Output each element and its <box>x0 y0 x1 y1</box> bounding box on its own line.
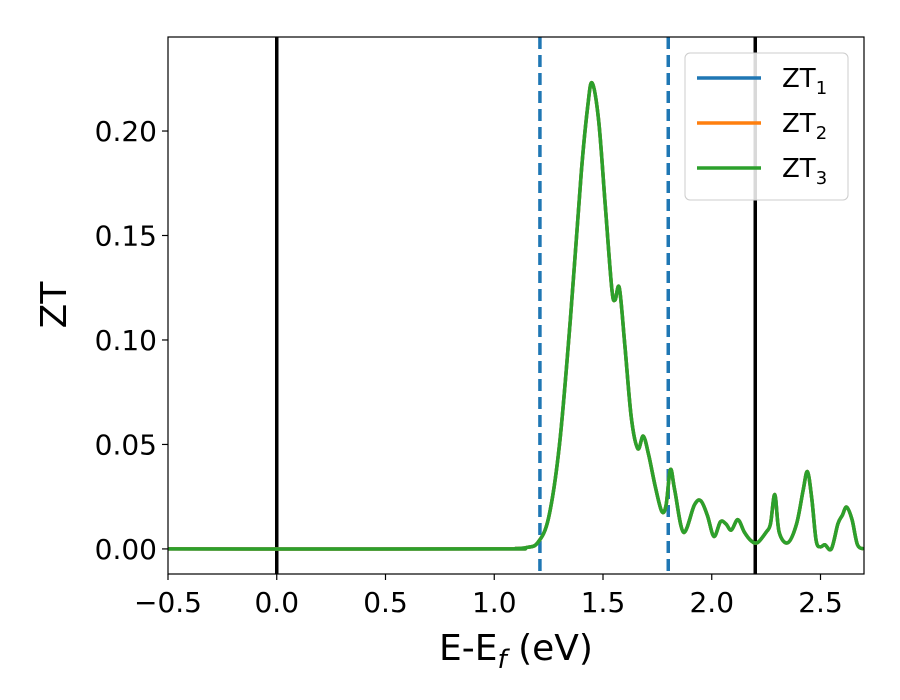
legend-label-zt1: ZT1 <box>782 64 827 99</box>
x-tick-label: 0.5 <box>363 586 408 619</box>
x-tick-label: −0.5 <box>134 586 202 619</box>
y-axis-ticks: 0.00 0.05 0.10 0.15 0.20 <box>95 115 168 566</box>
legend-label-zt2: ZT2 <box>782 109 827 144</box>
x-tick-label: 2.0 <box>689 586 734 619</box>
legend: ZT1 ZT2 ZT3 <box>684 52 849 201</box>
y-axis-label: ZT <box>34 281 75 329</box>
axes-frame <box>167 36 865 575</box>
y-tick-label: 0.00 <box>95 533 157 566</box>
x-axis-label: E-Ef (eV) <box>439 628 593 675</box>
x-tick-label: 1.5 <box>581 586 626 619</box>
y-tick-label: 0.20 <box>95 115 157 148</box>
legend-box <box>684 52 849 201</box>
series-lines <box>168 80 864 552</box>
x-axis-ticks: −0.5 0.0 0.5 1.0 1.5 2.0 2.5 <box>134 574 843 619</box>
x-axis-label-unit: (eV) <box>507 628 593 669</box>
x-tick-label: 2.5 <box>798 586 843 619</box>
y-tick-label: 0.10 <box>95 324 157 357</box>
series-line-zt3 <box>168 80 864 552</box>
y-tick-label: 0.15 <box>95 220 157 253</box>
y-tick-label: 0.05 <box>95 428 157 461</box>
legend-label-zt3: ZT3 <box>782 154 827 189</box>
x-tick-label: 1.0 <box>472 586 517 619</box>
x-tick-label: 0.0 <box>254 586 299 619</box>
